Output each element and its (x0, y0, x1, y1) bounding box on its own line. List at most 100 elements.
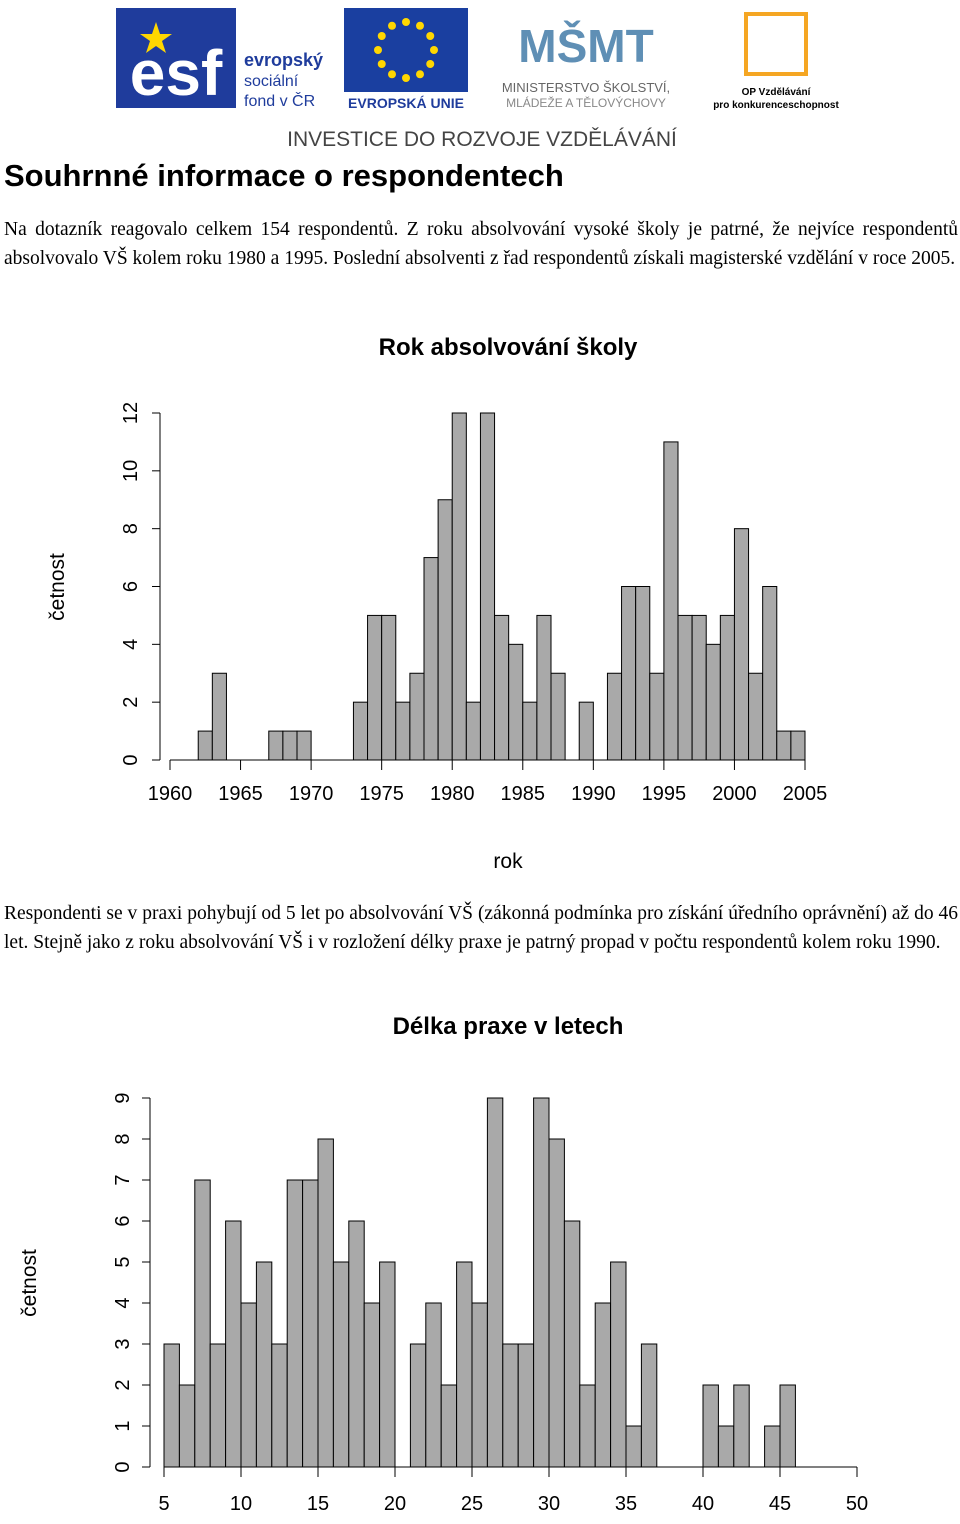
bar (550, 672, 566, 761)
esf-star (140, 22, 172, 53)
bar (178, 1384, 196, 1468)
bar (367, 614, 383, 761)
bar (194, 1179, 211, 1468)
y-axis-label: četnost (18, 1249, 41, 1317)
y-tick-label: 0 (120, 754, 142, 765)
x-tick-label: 15 (307, 1493, 329, 1515)
bar (440, 1384, 458, 1468)
x-tick-label: 2000 (712, 783, 757, 805)
x-tick-label: 30 (538, 1493, 560, 1515)
x-tick-label: 1975 (359, 783, 404, 805)
y-tick-label: 4 (120, 639, 142, 650)
bar (640, 1343, 658, 1468)
bar (282, 730, 298, 761)
y-tick-label: 2 (112, 1379, 134, 1390)
bar (451, 412, 467, 761)
x-tick-label: 1985 (501, 783, 546, 805)
bar (691, 614, 707, 761)
bar (548, 1138, 565, 1468)
bar (764, 1425, 781, 1468)
bar (779, 1384, 796, 1468)
x-tick-label: 45 (769, 1493, 791, 1515)
bar (163, 1343, 180, 1468)
msmt-text: MLÁDEŽE A TĚLOVÝCHOVY (506, 95, 666, 110)
bar (471, 1302, 488, 1468)
bar (733, 528, 750, 761)
bar (635, 586, 651, 761)
esf-text: evropský (244, 50, 323, 70)
paragraph: Na dotazník reagovalo celkem 154 respond… (4, 219, 958, 269)
bar (719, 614, 735, 761)
y-tick-label: 12 (120, 402, 142, 424)
bar (332, 1261, 350, 1468)
msmt-mark: MŠMT (518, 20, 653, 72)
bar (606, 672, 623, 761)
bar (733, 1384, 750, 1468)
chart-title: Délka praxe v letech (393, 1013, 624, 1040)
bar (363, 1302, 381, 1468)
star (416, 21, 424, 30)
star (377, 60, 386, 68)
bar (456, 1261, 473, 1468)
y-tick-label: 0 (112, 1461, 134, 1472)
y-tick-label: 8 (120, 523, 142, 534)
x-tick-label: 1995 (642, 783, 687, 805)
y-tick-label: 9 (112, 1092, 134, 1103)
bar (536, 614, 552, 761)
bar (762, 586, 778, 761)
x-tick-label: 25 (461, 1493, 483, 1515)
bar (479, 412, 496, 761)
x-tick-label: 10 (230, 1493, 252, 1515)
bar (677, 614, 693, 761)
y-tick-label: 8 (112, 1133, 134, 1144)
star (402, 18, 410, 26)
y-tick-label: 7 (112, 1174, 134, 1185)
y-tick-label: 3 (112, 1338, 134, 1349)
bar (533, 1097, 550, 1468)
star (374, 46, 382, 54)
bar (379, 1261, 396, 1468)
bar (621, 586, 637, 761)
bar (209, 1343, 227, 1468)
y-tick-label: 6 (120, 581, 142, 592)
x-tick-label: 40 (692, 1493, 714, 1515)
op-text: pro konkurenceschopnost (713, 100, 839, 111)
esf-mark: esf (130, 37, 223, 109)
bar (578, 701, 594, 761)
y-tick-label: 10 (120, 460, 142, 482)
bar (225, 1220, 242, 1468)
bar (790, 730, 806, 761)
op-text: OP Vzdělávání (742, 87, 812, 98)
bar (625, 1425, 642, 1468)
esf-text: fond v ČR (244, 91, 315, 110)
bar (517, 1343, 535, 1468)
eu-text: EVROPSKÁ UNIE (348, 95, 464, 111)
bar (494, 614, 510, 761)
bar (240, 1302, 257, 1468)
bar (255, 1261, 273, 1468)
heading: Souhrnné informace o respondentech (4, 158, 564, 193)
eu-stars (374, 18, 438, 82)
logo-banner: esf evropský sociální fond v ČR EVROPSKÁ… (106, 0, 858, 152)
bar (563, 1220, 581, 1468)
bar (717, 1425, 735, 1468)
chart-title: Rok absolvování školy (379, 334, 638, 361)
bar (302, 1179, 319, 1468)
x-tick-label: 1990 (571, 783, 616, 805)
paragraph: Respondenti se v praxi pohybují od 5 let… (4, 903, 958, 953)
bar (508, 643, 524, 761)
bar (348, 1220, 365, 1468)
msmt-text: MINISTERSTVO ŠKOLSTVÍ, (502, 80, 670, 95)
star (388, 21, 396, 30)
star (416, 70, 424, 79)
x-tick-label: 1980 (430, 783, 475, 805)
y-axis-label: četnost (46, 553, 69, 621)
bar (352, 701, 369, 761)
y-tick-label: 6 (112, 1215, 134, 1226)
bar (197, 730, 213, 761)
star (426, 60, 435, 68)
star (377, 32, 386, 40)
x-tick-label: 1965 (218, 783, 263, 805)
